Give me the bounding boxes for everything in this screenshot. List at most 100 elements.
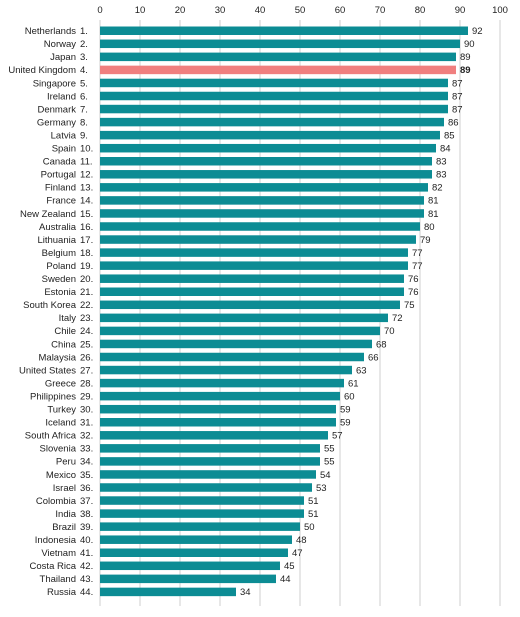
bar bbox=[100, 483, 312, 492]
rank-label: 40. bbox=[80, 535, 93, 546]
category-label: Lithuania bbox=[37, 235, 76, 246]
value-label: 34 bbox=[240, 587, 251, 598]
value-label: 47 bbox=[292, 548, 303, 559]
value-label: 51 bbox=[308, 496, 319, 507]
bar bbox=[100, 496, 304, 505]
category-labels: Netherlands 1. Norway 2. Japan 3. United Kingd… bbox=[8, 26, 93, 598]
x-tick-label: 90 bbox=[455, 5, 466, 16]
bar bbox=[100, 470, 316, 479]
value-label: 83 bbox=[436, 157, 447, 168]
category-label: Mexico bbox=[46, 470, 76, 481]
rank-label: 42. bbox=[80, 561, 93, 572]
rank-label: 38. bbox=[80, 509, 93, 520]
x-tick-label: 30 bbox=[215, 5, 226, 16]
bar bbox=[100, 104, 448, 114]
gridlines bbox=[99, 20, 501, 606]
rank-label: 6. bbox=[80, 91, 88, 102]
category-label: Estonia bbox=[44, 287, 76, 298]
bar bbox=[100, 196, 424, 205]
bar bbox=[100, 287, 404, 296]
bar bbox=[100, 26, 468, 35]
rank-label: 18. bbox=[80, 248, 93, 259]
category-label: Australia bbox=[39, 222, 77, 233]
category-label: Canada bbox=[43, 157, 77, 168]
bar bbox=[100, 157, 432, 166]
rank-label: 15. bbox=[80, 209, 93, 220]
rank-label: 41. bbox=[80, 548, 93, 559]
category-label: Belgium bbox=[42, 248, 76, 259]
x-tick-label: 100 bbox=[492, 5, 508, 16]
x-tick-label: 60 bbox=[335, 5, 346, 16]
rank-label: 13. bbox=[80, 183, 93, 194]
value-label: 57 bbox=[332, 431, 343, 442]
rank-label: 12. bbox=[80, 170, 93, 181]
x-tick-label: 80 bbox=[415, 5, 426, 16]
value-label: 48 bbox=[296, 535, 307, 546]
value-label: 85 bbox=[444, 130, 455, 141]
rank-label: 1. bbox=[80, 26, 88, 37]
value-label: 55 bbox=[324, 444, 335, 455]
value-label: 77 bbox=[412, 261, 423, 272]
value-label: 83 bbox=[436, 170, 447, 181]
rank-label: 25. bbox=[80, 339, 93, 350]
rank-label: 14. bbox=[80, 196, 93, 207]
value-labels: 92 90 89 89 87 87 87 86 85 84 83 83 82 81 81 80 79 77 77 76… bbox=[240, 26, 483, 598]
x-axis-ticks: 0 10 20 30 40 50 60 70 80 90 100 bbox=[97, 5, 508, 16]
category-label: Costa Rica bbox=[30, 561, 77, 572]
bar bbox=[100, 561, 280, 571]
category-label: Finland bbox=[45, 183, 76, 194]
bar bbox=[100, 365, 352, 375]
category-label: Malaysia bbox=[39, 352, 77, 363]
rank-label: 17. bbox=[80, 235, 93, 246]
category-label: Portugal bbox=[41, 170, 76, 181]
rank-label: 19. bbox=[80, 261, 93, 272]
category-label: Sweden bbox=[42, 274, 76, 285]
bar bbox=[100, 313, 388, 323]
category-label: South Korea bbox=[23, 300, 77, 311]
value-label: 54 bbox=[320, 470, 331, 481]
value-label: 77 bbox=[412, 248, 423, 259]
category-label: Ireland bbox=[47, 91, 76, 102]
category-label: Colombia bbox=[36, 496, 77, 507]
category-label: Thailand bbox=[40, 574, 76, 585]
x-tick-label: 20 bbox=[175, 5, 186, 16]
value-label: 87 bbox=[452, 91, 463, 102]
category-label: Singapore bbox=[33, 78, 76, 89]
rank-label: 36. bbox=[80, 483, 93, 494]
value-label: 53 bbox=[316, 483, 327, 494]
category-label: Israel bbox=[53, 483, 76, 494]
bar bbox=[100, 535, 292, 544]
rank-label: 16. bbox=[80, 222, 93, 233]
category-label: Turkey bbox=[47, 405, 76, 416]
category-label: China bbox=[51, 339, 77, 350]
category-label: Poland bbox=[46, 261, 76, 272]
category-label: Philippines bbox=[30, 391, 76, 402]
rank-label: 3. bbox=[80, 52, 88, 63]
bar bbox=[100, 326, 380, 336]
rank-label: 8. bbox=[80, 117, 88, 128]
value-label: 76 bbox=[408, 287, 419, 298]
value-label: 90 bbox=[464, 39, 475, 50]
rank-label: 33. bbox=[80, 444, 93, 455]
bar bbox=[100, 418, 336, 427]
category-label: Chile bbox=[54, 326, 76, 337]
rank-label: 9. bbox=[80, 130, 88, 141]
bar bbox=[100, 209, 424, 218]
category-label: Peru bbox=[56, 457, 76, 468]
rank-label: 21. bbox=[80, 287, 93, 298]
bar bbox=[100, 457, 320, 466]
category-label: Japan bbox=[50, 52, 76, 63]
rank-label: 7. bbox=[80, 104, 88, 115]
rank-label: 2. bbox=[80, 39, 88, 50]
value-label: 60 bbox=[344, 391, 355, 402]
value-label: 92 bbox=[472, 26, 483, 37]
category-label: Vietnam bbox=[41, 548, 76, 559]
bar bbox=[100, 548, 288, 557]
x-tick-label: 0 bbox=[97, 5, 102, 16]
value-label: 63 bbox=[356, 365, 367, 376]
category-label: Indonesia bbox=[35, 535, 77, 546]
category-label: Norway bbox=[44, 39, 76, 50]
x-tick-label: 50 bbox=[295, 5, 306, 16]
bar bbox=[100, 300, 400, 310]
